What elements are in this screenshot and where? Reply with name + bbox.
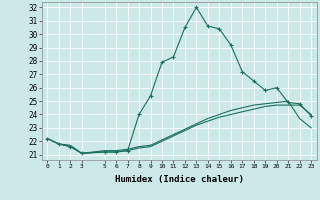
X-axis label: Humidex (Indice chaleur): Humidex (Indice chaleur) <box>115 175 244 184</box>
